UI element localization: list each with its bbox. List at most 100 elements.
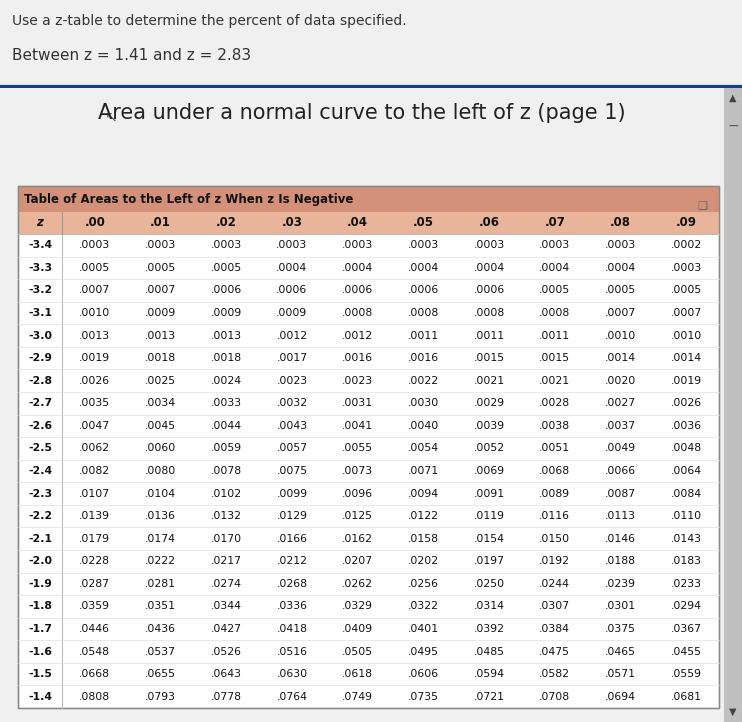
Text: .0004: .0004 (473, 263, 505, 273)
Text: .0032: .0032 (276, 399, 307, 408)
Text: .0080: .0080 (145, 466, 176, 476)
Text: .0329: .0329 (342, 601, 373, 612)
Text: .0582: .0582 (539, 669, 571, 679)
Text: .0778: .0778 (211, 692, 242, 702)
Text: -3.2: -3.2 (28, 285, 52, 295)
Text: .0003: .0003 (145, 240, 176, 251)
Text: .0307: .0307 (539, 601, 571, 612)
Text: -2.5: -2.5 (28, 443, 52, 453)
Text: .0033: .0033 (211, 399, 242, 408)
Text: .02: .02 (216, 217, 237, 230)
Text: .0016: .0016 (342, 353, 373, 363)
Text: .0023: .0023 (342, 375, 373, 386)
Text: .0015: .0015 (539, 353, 571, 363)
Text: .0197: .0197 (473, 556, 505, 566)
Text: .0244: .0244 (539, 579, 571, 589)
Text: .0004: .0004 (342, 263, 373, 273)
Text: .0475: .0475 (539, 647, 571, 656)
Text: .0436: .0436 (145, 624, 176, 634)
Text: Table of Areas to the Left of z When z Is Negative: Table of Areas to the Left of z When z I… (24, 193, 353, 206)
Text: .0024: .0024 (211, 375, 242, 386)
Text: .0132: .0132 (211, 511, 242, 521)
Text: .0110: .0110 (671, 511, 702, 521)
Text: .07: .07 (545, 217, 565, 230)
Text: .0336: .0336 (277, 601, 307, 612)
Text: .0294: .0294 (671, 601, 702, 612)
Text: .0735: .0735 (408, 692, 439, 702)
Text: .0116: .0116 (539, 511, 571, 521)
Text: .0010: .0010 (605, 331, 636, 341)
Text: -1.8: -1.8 (28, 601, 52, 612)
Text: .0418: .0418 (277, 624, 307, 634)
Text: .0526: .0526 (211, 647, 242, 656)
Text: .0038: .0038 (539, 421, 571, 431)
Text: -2.9: -2.9 (28, 353, 52, 363)
Text: .0004: .0004 (276, 263, 308, 273)
Text: .0005: .0005 (605, 285, 636, 295)
Text: .0006: .0006 (276, 285, 308, 295)
Text: .0655: .0655 (145, 669, 176, 679)
Text: .0003: .0003 (671, 263, 702, 273)
Text: .0351: .0351 (145, 601, 176, 612)
Text: .0011: .0011 (473, 331, 505, 341)
Text: .0107: .0107 (79, 489, 111, 499)
Text: .0003: .0003 (473, 240, 505, 251)
Bar (18, 212, 719, 234)
Text: .0708: .0708 (539, 692, 571, 702)
Text: -2.7: -2.7 (28, 399, 52, 408)
Text: -3.3: -3.3 (28, 263, 52, 273)
Text: Area under a normal curve to the left of z (page 1): Area under a normal curve to the left of… (98, 103, 626, 123)
Text: -2.3: -2.3 (28, 489, 52, 499)
Text: .0537: .0537 (145, 647, 176, 656)
Text: .0029: .0029 (473, 399, 505, 408)
Text: .0207: .0207 (342, 556, 373, 566)
Text: .0069: .0069 (473, 466, 505, 476)
Text: .0004: .0004 (605, 263, 636, 273)
Text: .0010: .0010 (671, 331, 702, 341)
Text: .0035: .0035 (79, 399, 111, 408)
Text: .0059: .0059 (211, 443, 242, 453)
Text: .0044: .0044 (211, 421, 242, 431)
Text: .0015: .0015 (473, 353, 505, 363)
Text: .09: .09 (676, 217, 697, 230)
Text: .0049: .0049 (605, 443, 636, 453)
Text: .0005: .0005 (671, 285, 702, 295)
Text: .0014: .0014 (671, 353, 702, 363)
Text: .0003: .0003 (539, 240, 571, 251)
Text: .0125: .0125 (342, 511, 373, 521)
Text: .0281: .0281 (145, 579, 176, 589)
Text: .0007: .0007 (671, 308, 702, 318)
Text: .0019: .0019 (671, 375, 702, 386)
Text: .0036: .0036 (671, 421, 702, 431)
Text: .0040: .0040 (407, 421, 439, 431)
Text: -2.1: -2.1 (28, 534, 52, 544)
Text: .0096: .0096 (342, 489, 373, 499)
Text: -2.4: -2.4 (28, 466, 52, 476)
Text: .0003: .0003 (276, 240, 308, 251)
Text: .0192: .0192 (539, 556, 571, 566)
Text: .0158: .0158 (408, 534, 439, 544)
Text: .0006: .0006 (407, 285, 439, 295)
Text: .0055: .0055 (342, 443, 373, 453)
Text: .01: .01 (150, 217, 171, 230)
Text: .0322: .0322 (408, 601, 439, 612)
Bar (724, 88, 742, 722)
Text: .0025: .0025 (145, 375, 176, 386)
Text: .0594: .0594 (473, 669, 505, 679)
Text: .0064: .0064 (671, 466, 702, 476)
Text: .0668: .0668 (79, 669, 111, 679)
Text: .0009: .0009 (211, 308, 242, 318)
Text: .0268: .0268 (277, 579, 307, 589)
Text: .0630: .0630 (276, 669, 307, 679)
Text: .0012: .0012 (342, 331, 373, 341)
Text: .0030: .0030 (407, 399, 439, 408)
Text: .0021: .0021 (473, 375, 505, 386)
Text: .0005: .0005 (211, 263, 242, 273)
Text: .0014: .0014 (605, 353, 636, 363)
Text: .0004: .0004 (407, 263, 439, 273)
Text: -2.2: -2.2 (28, 511, 52, 521)
Text: .0485: .0485 (473, 647, 505, 656)
Text: .0043: .0043 (276, 421, 307, 431)
Text: .0026: .0026 (79, 375, 111, 386)
Text: .0013: .0013 (145, 331, 176, 341)
